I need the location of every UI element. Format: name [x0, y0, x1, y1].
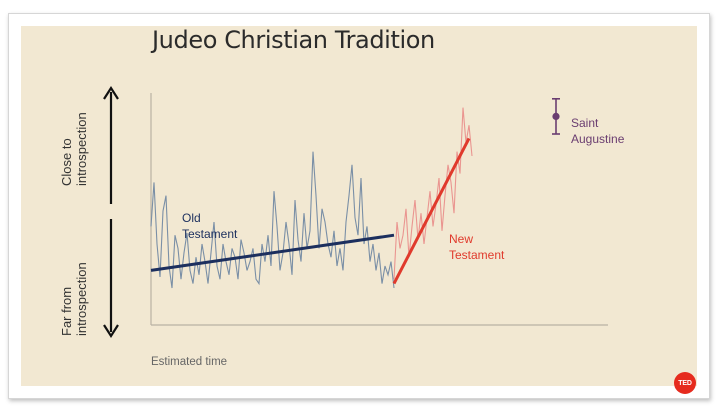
- old-testament-trendline: [150, 233, 395, 272]
- old-testament-label-line-1: Old: [182, 211, 201, 225]
- ylabel-bottom-line-1: Far from: [59, 287, 74, 336]
- new-testament-label-line-1: New: [449, 232, 473, 246]
- saint-augustine-label-line-2: Augustine: [571, 132, 625, 146]
- chart-title: Judeo Christian Tradition: [152, 26, 435, 54]
- ylabel-top: Close to introspection: [59, 112, 89, 186]
- slide-frame: [8, 13, 710, 399]
- new-testament-label-line-2: Testament: [449, 248, 505, 262]
- ylabel-bottom-line-2: introspection: [74, 262, 89, 336]
- ylabel-top-line-2: introspection: [74, 112, 89, 186]
- new-testament-series: [393, 107, 473, 280]
- new-testament-trendline: [392, 137, 471, 285]
- saint-augustine-label-line-1: Saint: [571, 116, 599, 130]
- down-arrow-head: [103, 324, 119, 339]
- ylabel-bottom: Far from introspection: [59, 262, 89, 336]
- old-testament-label: Old Testament: [182, 211, 238, 241]
- up-arrow-head: [103, 85, 119, 100]
- saint-augustine-label: Saint Augustine: [571, 116, 625, 146]
- saint-augustine-marker: [552, 98, 560, 135]
- new-testament-label: New Testament: [449, 232, 505, 262]
- old-testament-series: [150, 151, 395, 289]
- ted-logo: TED: [674, 372, 696, 394]
- old-testament-label-line-2: Testament: [182, 227, 238, 241]
- saint-augustine-point: [552, 112, 560, 120]
- ylabel-top-line-1: Close to: [59, 138, 74, 186]
- x-axis-label: Estimated time: [151, 356, 227, 368]
